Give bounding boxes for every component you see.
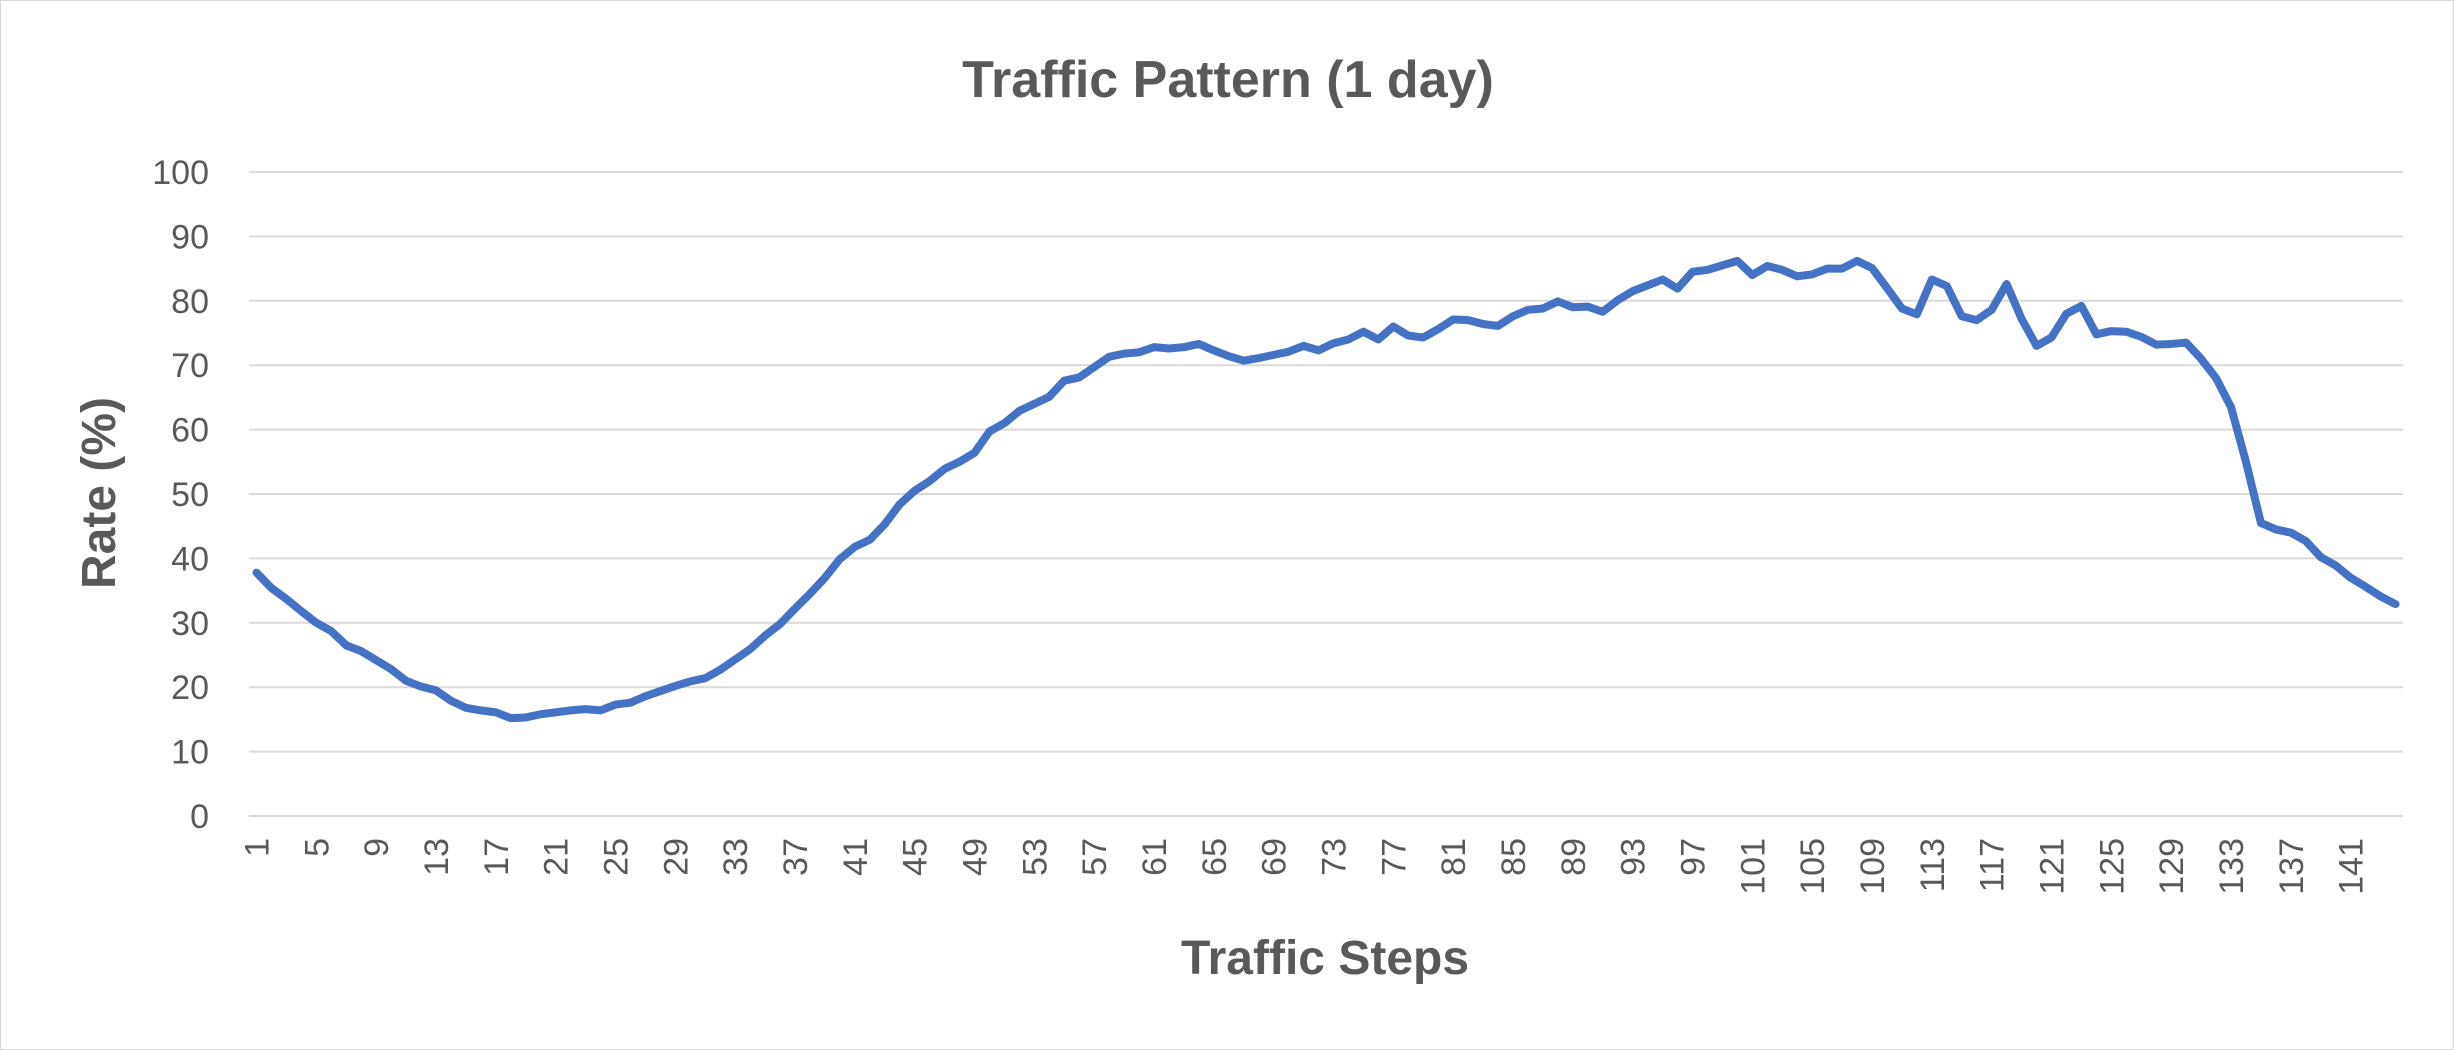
x-tick-label: 89 — [1555, 838, 1593, 876]
x-axis-title: Traffic Steps — [1181, 932, 1469, 985]
y-tick-label: 30 — [171, 605, 209, 643]
x-tick-label: 29 — [657, 838, 695, 876]
x-tick-label: 41 — [837, 838, 875, 876]
x-tick-label: 61 — [1136, 838, 1174, 876]
y-tick-label: 100 — [152, 154, 209, 192]
y-tick-label: 90 — [171, 218, 209, 256]
x-tick-label: 77 — [1375, 838, 1413, 876]
x-tick-label: 45 — [897, 838, 935, 876]
x-tick-label: 21 — [538, 838, 576, 876]
x-tick-label: 25 — [597, 838, 635, 876]
x-tick-label: 1 — [238, 838, 276, 857]
x-tick-label: 65 — [1196, 838, 1234, 876]
y-axis-title: Rate (%) — [73, 397, 126, 589]
x-tick-label: 13 — [418, 838, 456, 876]
y-tick-label: 50 — [171, 476, 209, 514]
x-tick-label: 73 — [1315, 838, 1353, 876]
y-tick-label: 10 — [171, 734, 209, 772]
x-tick-label: 109 — [1854, 838, 1892, 895]
gridlines — [249, 171, 2403, 817]
x-tick-label: 105 — [1794, 838, 1832, 895]
x-tick-label: 33 — [717, 838, 755, 876]
x-tick-label: 85 — [1495, 838, 1533, 876]
y-tick-label: 60 — [171, 412, 209, 450]
x-tick-label: 81 — [1435, 838, 1473, 876]
x-tick-label: 5 — [298, 838, 336, 857]
x-tick-label: 129 — [2153, 838, 2191, 895]
x-tick-label: 117 — [1974, 838, 2012, 892]
x-tick-label: 113 — [1914, 838, 1952, 892]
y-tick-label: 80 — [171, 283, 209, 321]
x-tick-label: 137 — [2273, 838, 2311, 895]
x-tick-label: 141 — [2333, 838, 2371, 895]
x-tick-label: 133 — [2213, 838, 2251, 895]
x-tick-label: 53 — [1016, 838, 1054, 876]
y-axis-ticks: 0 10 20 30 40 50 60 70 80 90 100 — [152, 154, 209, 836]
y-tick-label: 20 — [171, 669, 209, 707]
x-tick-label: 37 — [777, 838, 815, 876]
y-tick-label: 70 — [171, 347, 209, 385]
x-tick-label: 97 — [1674, 838, 1712, 876]
x-axis-ticks: 1 5 9 13 17 21 25 29 33 37 41 45 49 53 57 61 65 69 73 77 81 8… — [238, 838, 2370, 895]
x-tick-label: 101 — [1734, 838, 1772, 895]
x-tick-label: 69 — [1256, 838, 1294, 876]
x-tick-label: 9 — [358, 838, 396, 857]
x-tick-label: 93 — [1615, 838, 1653, 876]
series-line-rate — [252, 256, 2400, 723]
x-tick-label: 49 — [956, 838, 994, 876]
y-tick-label: 40 — [171, 540, 209, 578]
x-tick-label: 121 — [2033, 838, 2071, 895]
x-tick-label: 57 — [1076, 838, 1114, 876]
chart-title: Traffic Pattern (1 day) — [962, 51, 1494, 109]
y-tick-label: 0 — [190, 798, 209, 836]
x-tick-label: 17 — [478, 838, 516, 876]
x-tick-label: 125 — [2093, 838, 2131, 895]
